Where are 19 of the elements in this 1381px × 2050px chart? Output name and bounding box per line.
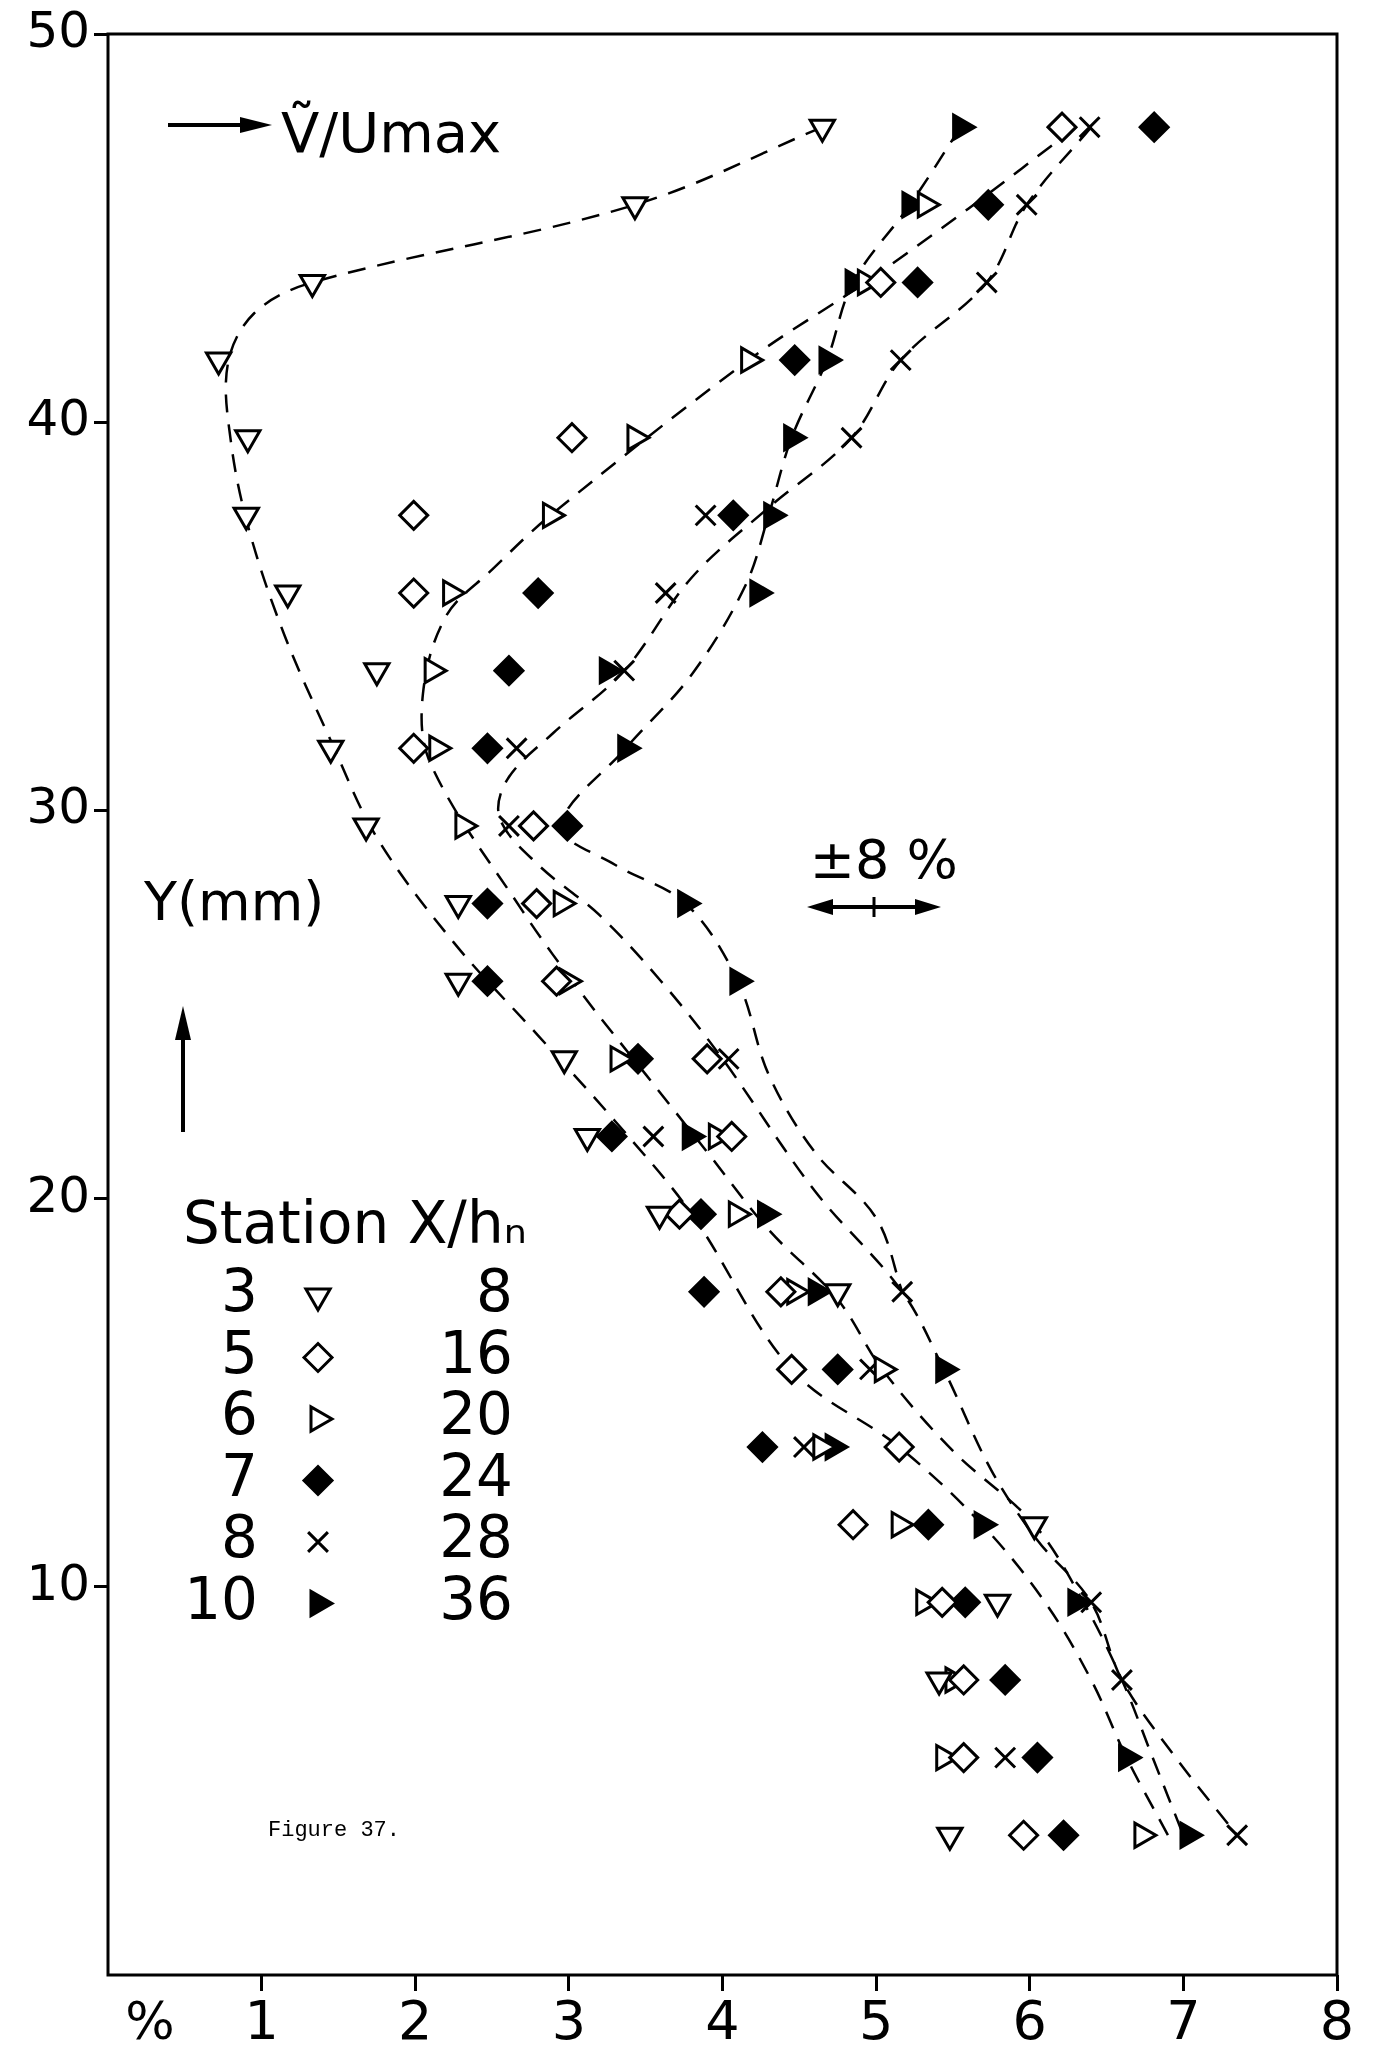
x-tick-label: 2: [398, 1989, 433, 2050]
x-axis-title: Ṽ/Umax: [281, 99, 502, 165]
annotation: Figure 37.: [268, 1817, 401, 1843]
y-tick-label: 10: [26, 1553, 90, 1612]
x-tick-label: 3: [551, 1989, 587, 2050]
y-tick-label: 30: [26, 777, 90, 836]
x-tick-label: 6: [1012, 1989, 1047, 2050]
y-tick-label: 20: [26, 1165, 90, 1224]
annotation: ±8 %: [809, 828, 958, 892]
x-tick-label: 5: [858, 1989, 894, 2050]
text: %: [125, 1990, 175, 2050]
y-axis-title: Y(mm): [143, 870, 325, 934]
y-tick-label: 40: [26, 389, 90, 448]
x-tick-label: 1: [244, 1989, 279, 2050]
y-tick-label: 50: [26, 0, 90, 59]
x-tick-label: 4: [705, 1989, 740, 2050]
legend-title: Station X/hₙ: [183, 1189, 527, 1258]
x-tick-label: 7: [1166, 1989, 1201, 2050]
x-tick-label: 8: [1319, 1989, 1355, 2050]
